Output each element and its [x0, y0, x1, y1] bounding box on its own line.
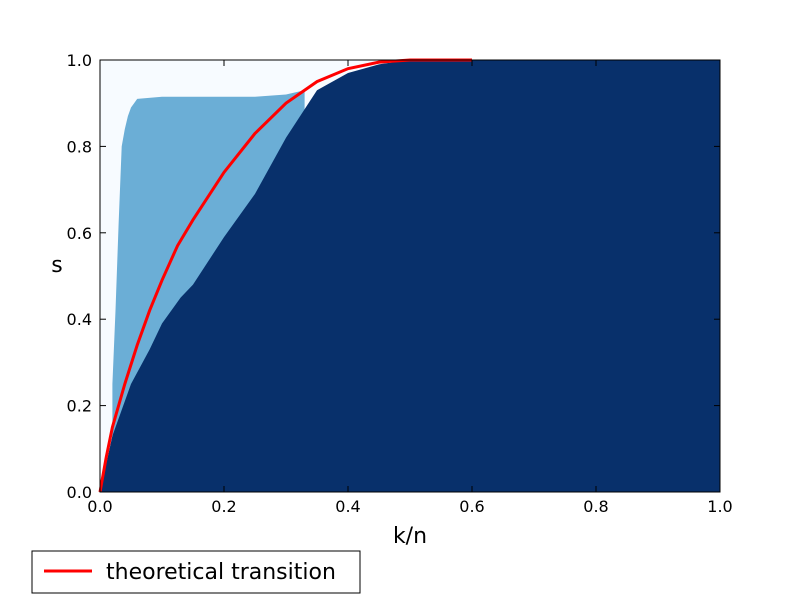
legend: theoretical transition — [31, 550, 361, 594]
x-axis-label: k/n — [393, 524, 427, 549]
y-tick-label: 0.4 — [67, 310, 92, 329]
x-tick-label: 1.0 — [707, 497, 732, 516]
x-tick-label: 0.4 — [335, 497, 360, 516]
y-tick-label: 0.2 — [67, 397, 92, 416]
plot-frame — [99, 59, 721, 493]
y-tick-label: 0.0 — [67, 483, 92, 502]
y-axis-ticks: 0.0 0.2 0.4 0.6 0.8 1.0 — [67, 51, 720, 502]
plot-area — [98, 58, 721, 493]
y-tick-label: 0.8 — [67, 137, 92, 156]
x-axis-ticks: 0.0 0.2 0.4 0.6 0.8 1.0 — [87, 60, 733, 516]
x-tick-label: 0.0 — [87, 497, 112, 516]
y-axis-label: s — [51, 253, 62, 278]
x-tick-label: 0.8 — [583, 497, 608, 516]
theoretical-transition-line — [98, 58, 472, 493]
y-tick-label: 0.6 — [67, 224, 92, 243]
x-tick-label: 0.6 — [459, 497, 484, 516]
x-tick-label: 0.2 — [211, 497, 236, 516]
full-region — [100, 60, 720, 492]
legend-label: theoretical transition — [106, 560, 336, 585]
y-tick-label: 1.0 — [67, 51, 92, 70]
